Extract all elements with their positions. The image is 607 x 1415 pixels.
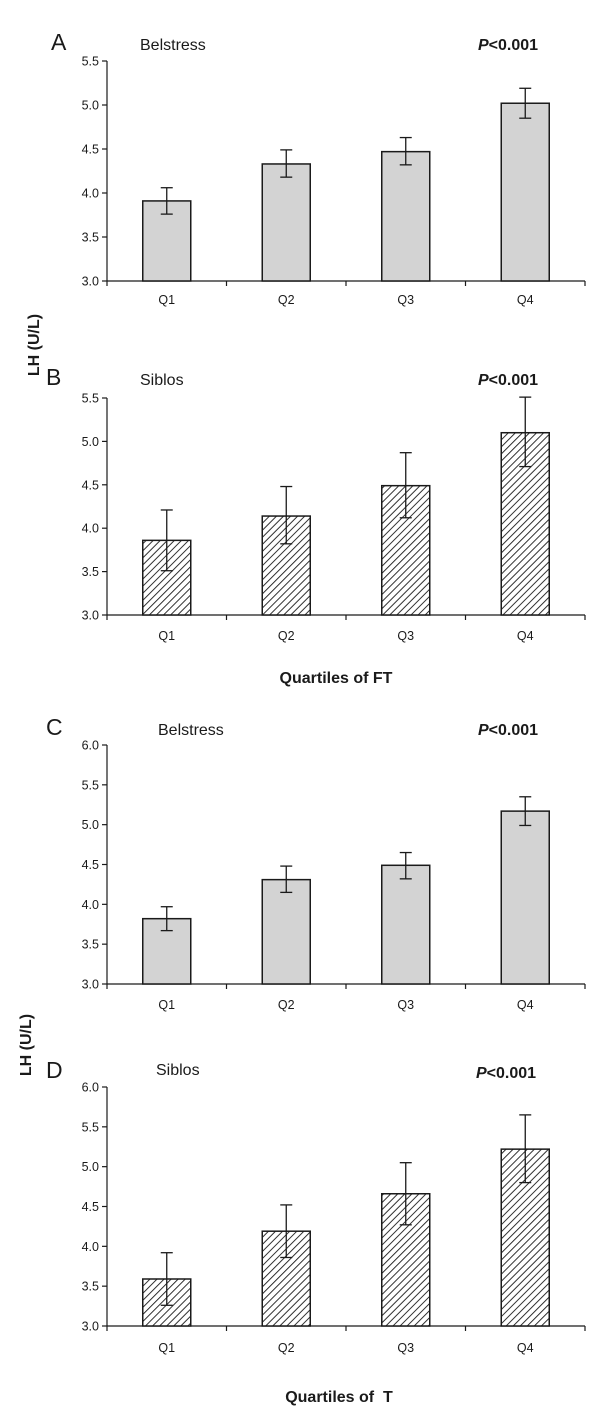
y-tick-label: 3.0	[82, 609, 99, 623]
bar	[381, 150, 431, 282]
x-tick-label: Q4	[517, 293, 534, 307]
x-tick-label: Q3	[397, 629, 414, 643]
panel-letter: C	[46, 714, 63, 740]
y-tick-label: 4.0	[82, 898, 99, 912]
y-axis-label-top: LH (U/L)	[26, 314, 43, 376]
p-value: P<0.001	[478, 372, 538, 389]
bar	[261, 163, 311, 282]
y-tick-label: 4.0	[82, 522, 99, 536]
x-tick-label: Q1	[158, 293, 175, 307]
y-tick-label: 4.5	[82, 143, 99, 157]
panel-b: B Siblos P<0.001 3.0 3.5 4.0 4.5 5.0 5.5 Q1 Q2 Q3 Q4	[46, 364, 586, 643]
panel-letter: A	[51, 29, 67, 55]
x-axis-label-t: Quartiles of T	[285, 1389, 393, 1406]
y-tick-label: 4.0	[82, 1240, 99, 1254]
x-tick-label: Q3	[397, 293, 414, 307]
x-tick-label: Q3	[397, 1341, 414, 1355]
bar	[500, 810, 550, 985]
panel-letter: B	[46, 364, 61, 390]
x-tick-label: Q2	[278, 293, 295, 307]
panel-c: C Belstress P<0.001 3.0 3.5 4.0 4.5 5.0 5.5 6.0 Q1…	[46, 714, 586, 1012]
bar	[500, 102, 550, 282]
y-tick-label: 4.0	[82, 187, 99, 201]
y-tick-label: 4.5	[82, 1200, 99, 1214]
x-tick-label: Q2	[278, 629, 295, 643]
y-tick-label: 4.5	[82, 478, 99, 492]
panel-d: D Siblos P<0.001 3.0 3.5 4.0 4.5 5.0 5.5 6.0 Q1 Q2 Q…	[46, 1057, 586, 1355]
bar	[142, 200, 192, 282]
bar	[381, 864, 431, 985]
x-tick-label: Q1	[158, 998, 175, 1012]
y-tick-label: 5.0	[82, 99, 99, 113]
x-axis-label-ft: Quartiles of FT	[280, 670, 393, 687]
y-tick-label: 5.0	[82, 818, 99, 832]
panel-a: A Belstress P<0.001 3.0 3.5 4.0 4.5 5.0 5.5 Q1 Q2 Q…	[51, 29, 586, 307]
y-tick-label: 3.0	[82, 978, 99, 992]
panel-title: Belstress	[140, 37, 206, 54]
x-tick-label: Q2	[278, 998, 295, 1012]
panel-title: Siblos	[156, 1062, 200, 1079]
y-tick-label: 5.0	[82, 435, 99, 449]
y-tick-label: 3.5	[82, 938, 99, 952]
y-axis-label-bottom: LH (U/L)	[18, 1014, 35, 1076]
y-tick-label: 4.5	[82, 858, 99, 872]
y-tick-label: 3.5	[82, 231, 99, 245]
y-tick-label: 3.5	[82, 565, 99, 579]
x-tick-label: Q1	[158, 1341, 175, 1355]
y-tick-label: 5.5	[82, 778, 99, 792]
p-value: P<0.001	[478, 722, 538, 739]
y-tick-label: 3.0	[82, 1320, 99, 1334]
x-tick-label: Q1	[158, 629, 175, 643]
y-tick-label: 5.0	[82, 1160, 99, 1174]
y-tick-label: 3.5	[82, 1280, 99, 1294]
bar	[261, 878, 311, 985]
x-tick-label: Q4	[517, 629, 534, 643]
x-tick-label: Q3	[397, 998, 414, 1012]
y-tick-label: 5.5	[82, 55, 99, 69]
p-value: P<0.001	[476, 1065, 536, 1082]
y-tick-label: 6.0	[82, 739, 99, 753]
p-value: P<0.001	[478, 37, 538, 54]
y-tick-label: 6.0	[82, 1081, 99, 1095]
x-tick-label: Q4	[517, 1341, 534, 1355]
panel-title: Belstress	[158, 722, 224, 739]
y-tick-label: 3.0	[82, 275, 99, 289]
y-tick-label: 5.5	[82, 392, 99, 406]
panel-letter: D	[46, 1057, 63, 1083]
panel-title: Siblos	[140, 372, 184, 389]
y-tick-label: 5.5	[82, 1120, 99, 1134]
x-tick-label: Q4	[517, 998, 534, 1012]
x-tick-label: Q2	[278, 1341, 295, 1355]
